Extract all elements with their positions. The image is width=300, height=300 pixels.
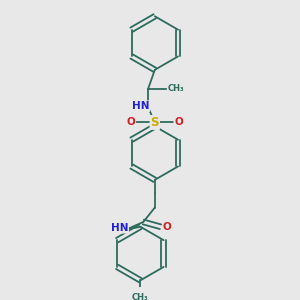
Text: HN: HN [111,223,128,233]
Text: S: S [151,116,159,129]
Text: CH₃: CH₃ [132,293,149,300]
Text: HN: HN [132,101,149,111]
Text: O: O [163,222,172,232]
Text: O: O [174,118,183,128]
Text: O: O [127,118,135,128]
Text: CH₃: CH₃ [167,85,184,94]
